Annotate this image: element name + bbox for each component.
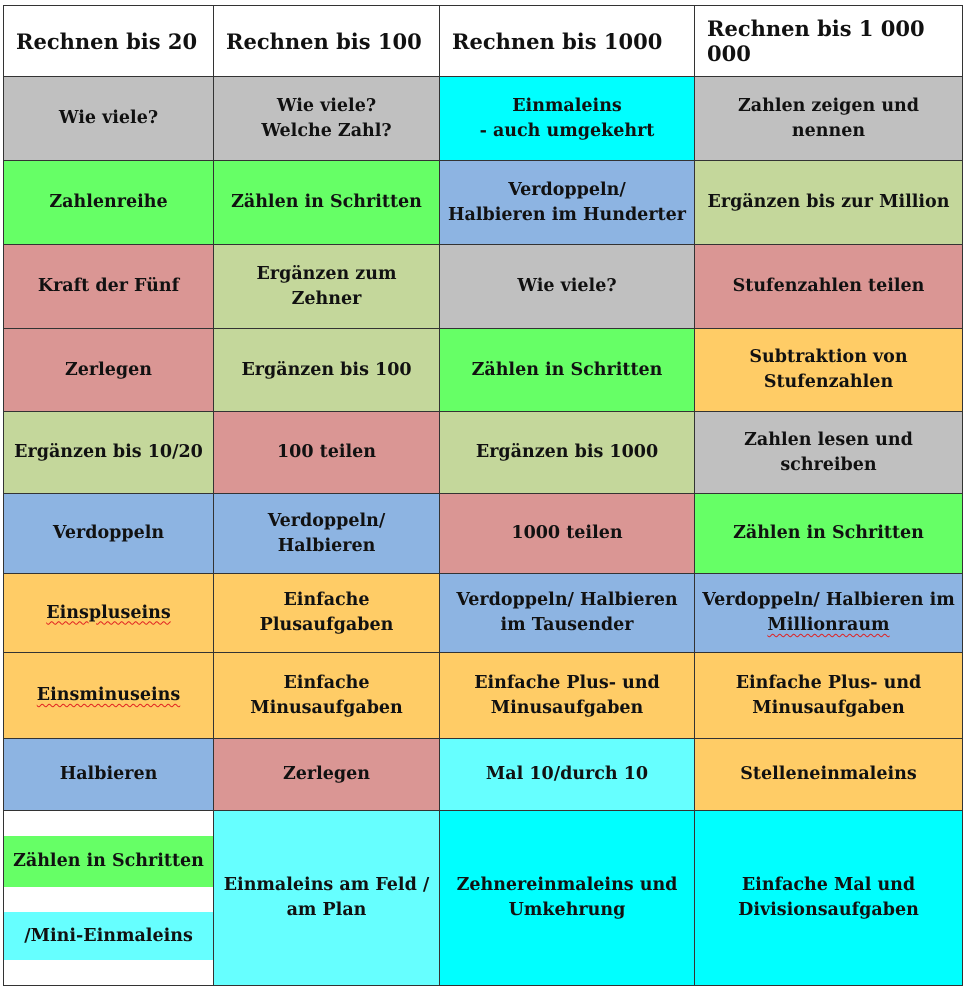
header-cell: Rechnen bis 20 <box>3 5 214 77</box>
table-row: Kraft der Fünf Ergänzen zum Zehner Wie v… <box>3 244 963 329</box>
table-cell: Ergänzen bis 100 <box>213 328 440 412</box>
table-cell: Einfache Plusaufgaben <box>213 573 440 653</box>
table-cell: Zehnereinmaleins und Umkehrung <box>439 810 695 986</box>
table-cell: Zählen in Schritten <box>439 328 695 412</box>
table-cell: 100 teilen <box>213 411 440 494</box>
table-cell: Mal 10/durch 10 <box>439 738 695 811</box>
table-cell: Ergänzen bis zur Million <box>694 160 963 245</box>
table-cell: Einfache Plus- und Minusaufgaben <box>694 652 963 739</box>
table-cell: Verdoppeln/ Halbieren <box>213 493 440 574</box>
table-row: Zahlenreihe Zählen in Schritten Verdoppe… <box>3 160 963 245</box>
table-row: Wie viele? Wie viele? Welche Zahl? Einma… <box>3 76 963 161</box>
table-cell: Einfache Minusaufgaben <box>213 652 440 739</box>
table-cell: Stufenzahlen teilen <box>694 244 963 329</box>
table-cell: Zählen in Schritten <box>213 160 440 245</box>
table-cell: Verdoppeln/ Halbieren im Millionraum <box>694 573 963 653</box>
table-cell: Ergänzen bis 1000 <box>439 411 695 494</box>
table-row: Ergänzen bis 10/20 100 teilen Ergänzen b… <box>3 411 963 494</box>
misspelled-word: Einspluseins <box>46 602 171 623</box>
header-cell: Rechnen bis 100 <box>213 5 440 77</box>
header-cell: Rechnen bis 1000 <box>439 5 695 77</box>
table-row: Einsminuseins Einfache Minusaufgaben Ein… <box>3 652 963 739</box>
table-cell: Wie viele? <box>439 244 695 329</box>
table-cell: Zerlegen <box>3 328 214 412</box>
table-row: Zerlegen Ergänzen bis 100 Zählen in Schr… <box>3 328 963 412</box>
table-cell: Einsminuseins <box>3 652 214 739</box>
table-cell: Einmaleins am Feld / am Plan <box>213 810 440 986</box>
table-cell: Wie viele? Welche Zahl? <box>213 76 440 161</box>
table-cell: Einmaleins - auch umgekehrt <box>439 76 695 161</box>
misspelled-word: Einsminuseins <box>36 685 181 705</box>
table-cell: Einfache Mal und Divisionsaufgaben <box>694 810 963 986</box>
table-cell: Ergänzen zum Zehner <box>213 244 440 329</box>
curriculum-table: Rechnen bis 20 Rechnen bis 100 Rechnen b… <box>3 5 963 986</box>
table-cell: Kraft der Fünf <box>3 244 214 329</box>
table-cell: Halbieren <box>3 738 214 811</box>
split-cell-top: Zählen in Schritten <box>4 836 213 887</box>
table-cell: Einfache Plus- und Minusaufgaben <box>439 652 695 739</box>
table-cell: Subtraktion von Stufenzahlen <box>694 328 963 412</box>
split-cell-bottom: /Mini-Einmaleins <box>4 912 213 960</box>
table-cell: Einspluseins <box>3 573 214 653</box>
table-cell: Verdoppeln/ Halbieren im Hunderter <box>439 160 695 245</box>
cell-text: Verdoppeln/ Halbieren im <box>702 590 955 610</box>
table-row: Einspluseins Einfache Plusaufgaben Verdo… <box>3 573 963 653</box>
table-cell: Zahlen zeigen und nennen <box>694 76 963 161</box>
table-cell: Zahlen lesen und schreiben <box>694 411 963 494</box>
misspelled-word: Millionraum <box>767 615 890 635</box>
table-cell: Zählen in Schritten <box>694 493 963 574</box>
table-row: Halbieren Zerlegen Mal 10/durch 10 Stell… <box>3 738 963 811</box>
table-cell: Stelleneinmaleins <box>694 738 963 811</box>
header-row: Rechnen bis 20 Rechnen bis 100 Rechnen b… <box>3 5 963 77</box>
table-cell: Verdoppeln <box>3 493 214 574</box>
table-row: Zählen in Schritten /Mini-Einmaleins Ein… <box>3 810 963 986</box>
table-cell: Verdoppeln/ Halbieren im Tausender <box>439 573 695 653</box>
table-cell: Zerlegen <box>213 738 440 811</box>
table-cell: Ergänzen bis 10/20 <box>3 411 214 494</box>
table-cell: 1000 teilen <box>439 493 695 574</box>
table-cell: Zahlenreihe <box>3 160 214 245</box>
header-cell: Rechnen bis 1 000 000 <box>694 5 963 77</box>
table-row: Verdoppeln Verdoppeln/ Halbieren 1000 te… <box>3 493 963 574</box>
table-cell: Wie viele? <box>3 76 214 161</box>
split-cell: Zählen in Schritten /Mini-Einmaleins <box>3 810 214 986</box>
